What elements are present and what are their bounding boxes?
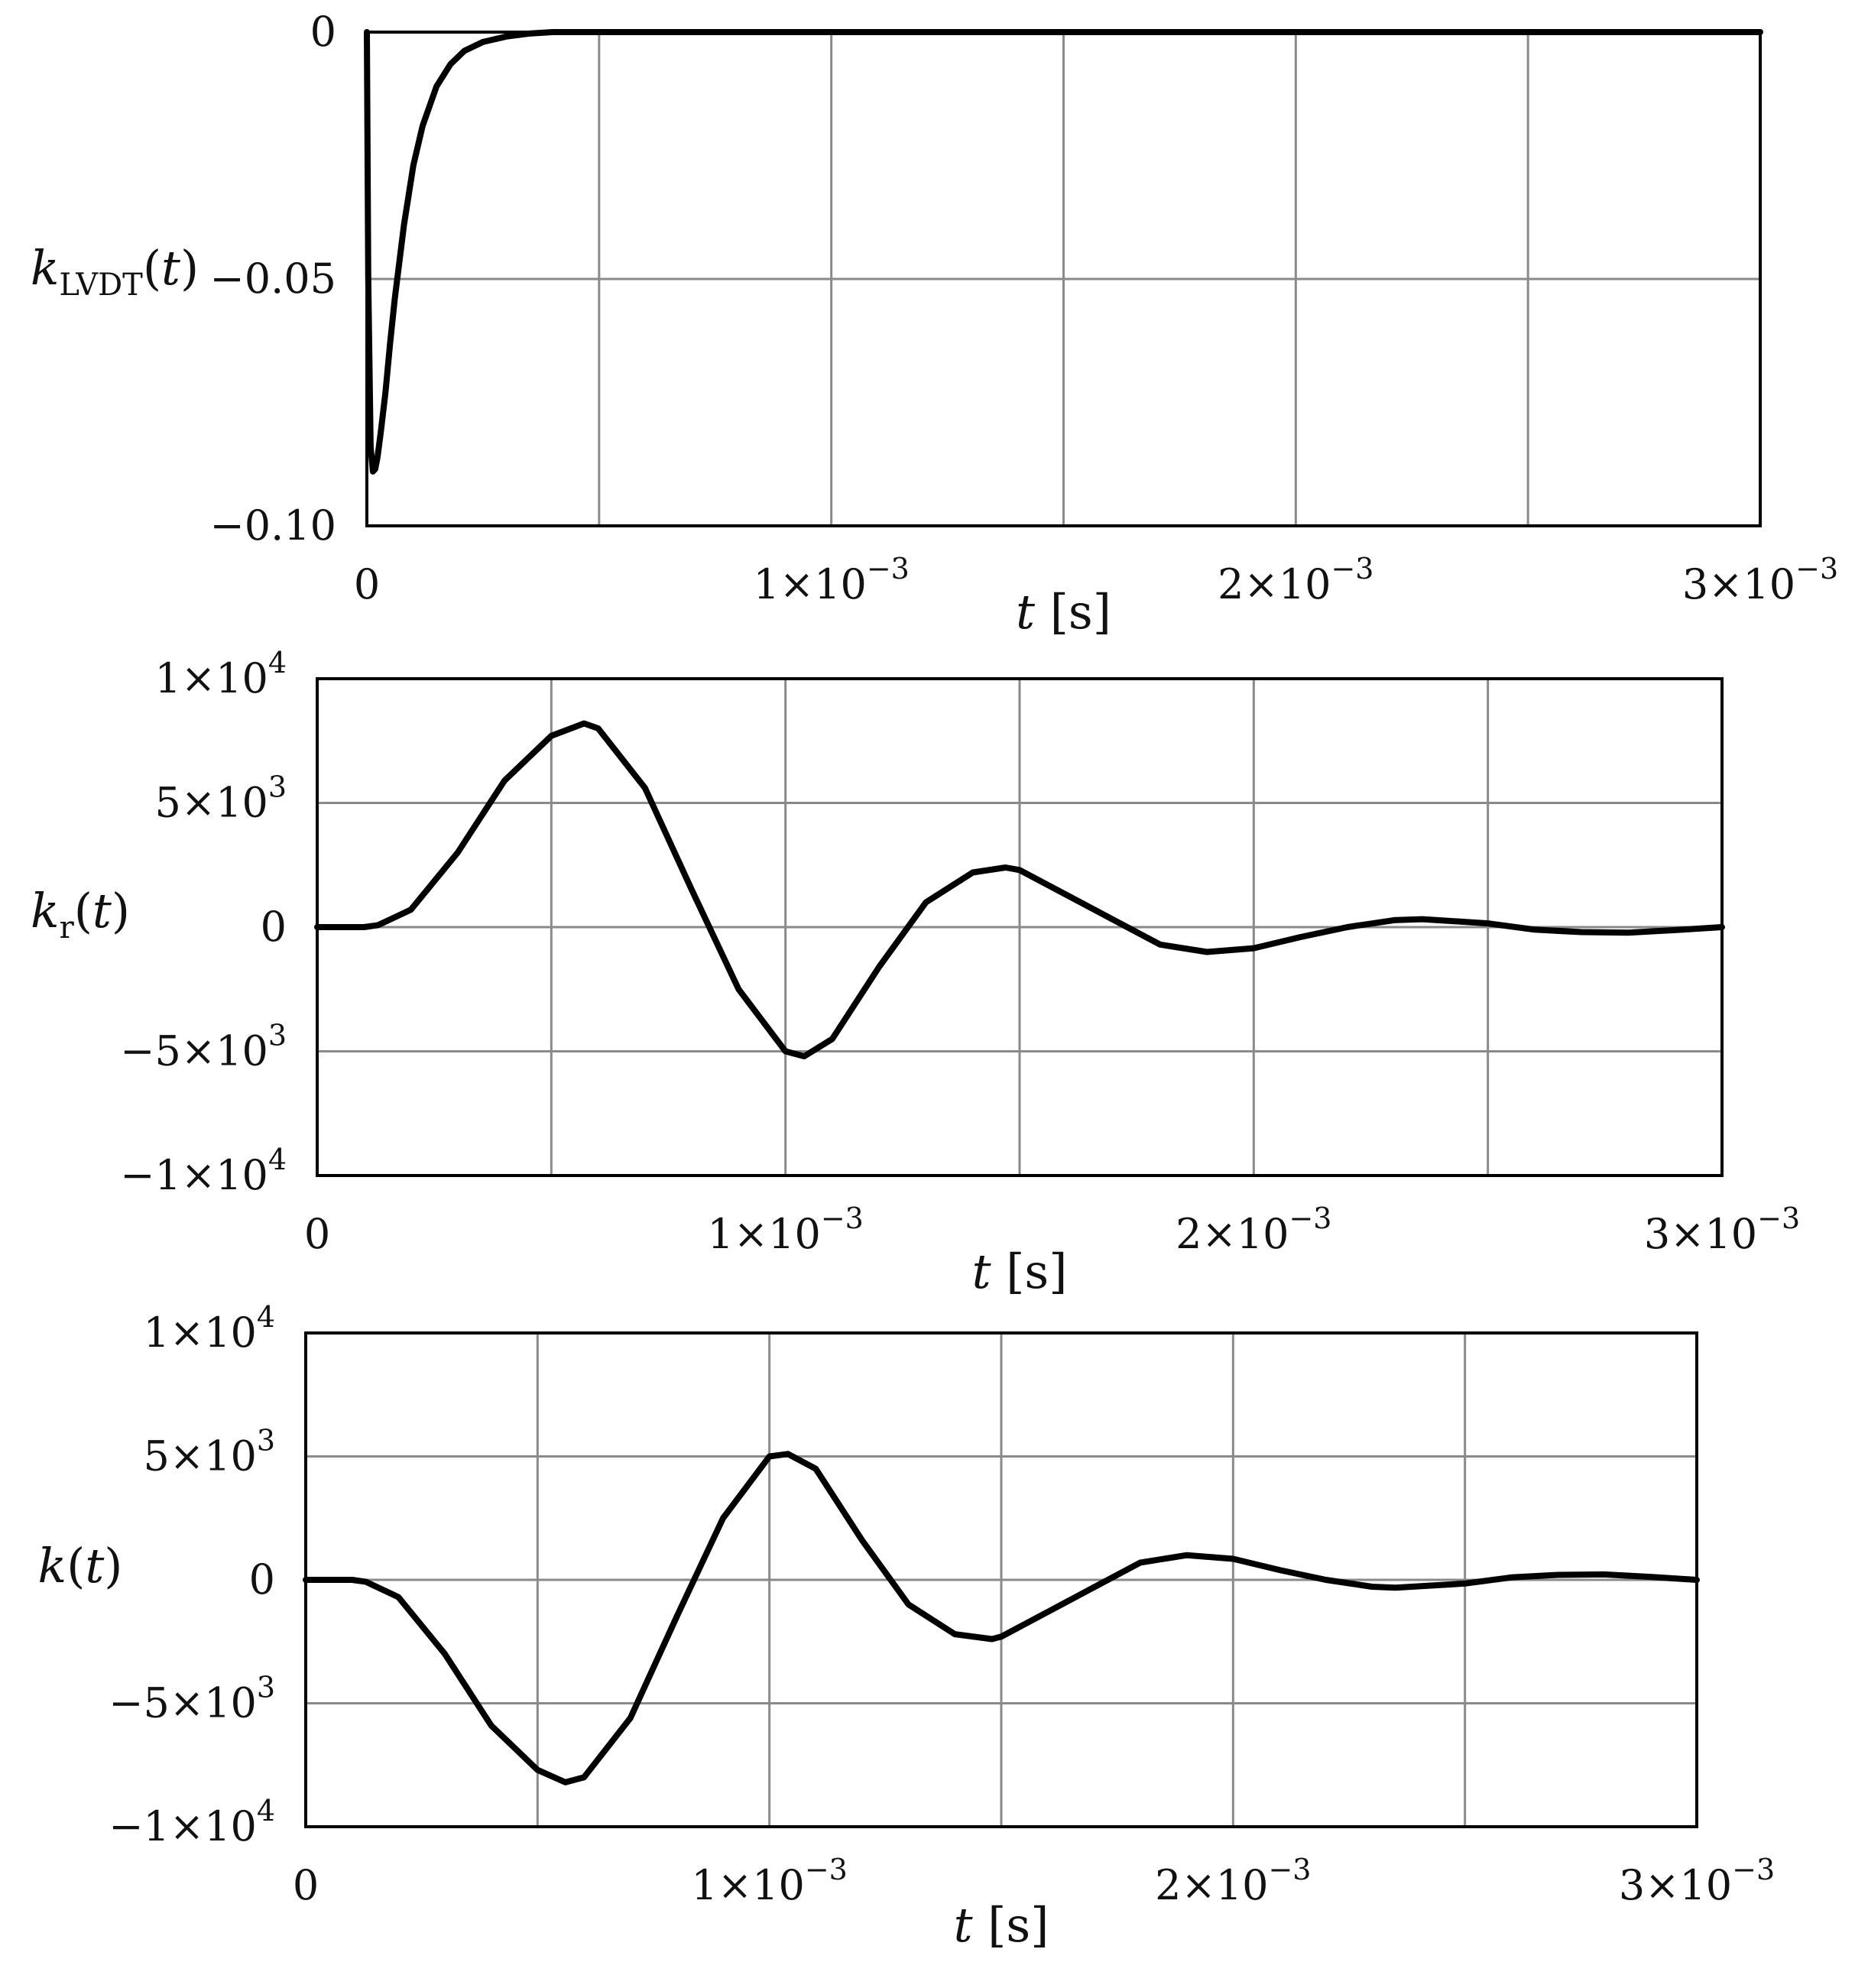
y-tick-label: 0: [310, 8, 336, 56]
series-line-1: [364, 29, 1763, 475]
x-tick-label: 1×10−3: [691, 1853, 847, 1909]
y-tick-label: −1×104: [120, 1143, 287, 1199]
series-line-1: [303, 1451, 1700, 1785]
x-tick-label: 0: [354, 560, 380, 608]
x-tick-label: 1×10−3: [753, 552, 909, 608]
y-tick-label: 5×103: [154, 770, 287, 827]
y-tick-label: −5×103: [109, 1671, 275, 1727]
y-axis-label: kr(t): [31, 883, 130, 945]
y-axis-label: kLVDT(t): [31, 240, 199, 303]
x-tick-label: 0: [293, 1861, 319, 1909]
x-tick-label: 2×10−3: [1218, 552, 1373, 608]
y-tick-label: 0: [249, 1555, 275, 1604]
y-tick-label: 1×104: [154, 646, 287, 702]
chart-panel-2: 0 1×10−3 2×10−3 3×10−3 1×104 5×103 0 −5×103 −1×1…: [31, 646, 1800, 1299]
x-tick-label: 0: [304, 1210, 330, 1258]
y-axis-label: k(t): [38, 1538, 123, 1594]
x-axis-label: t [s]: [972, 1244, 1068, 1299]
y-tick-label: −0.05: [210, 255, 336, 303]
x-tick-label: 3×10−3: [1644, 1202, 1800, 1258]
y-tick-label: −5×103: [120, 1019, 287, 1075]
x-tick-label: 2×10−3: [1176, 1202, 1331, 1258]
chart-panel-3: 0 1×10−3 2×10−3 3×10−3 1×104 5×103 0 −5×103 −1×1…: [38, 1300, 1776, 1953]
x-tick-label: 3×10−3: [1619, 1853, 1775, 1909]
x-axis-label: t [s]: [954, 1897, 1049, 1953]
x-tick-label: 3×10−3: [1682, 552, 1838, 608]
y-tick-label: −1×104: [109, 1794, 275, 1850]
y-tick-label: 5×103: [143, 1424, 275, 1480]
x-tick-label: 1×10−3: [707, 1202, 863, 1258]
series-line-1: [314, 720, 1725, 1059]
x-tick-label: 2×10−3: [1155, 1853, 1311, 1909]
y-tick-label: 0: [261, 903, 287, 951]
chart-panel-1: 0 1×10−3 2×10−3 3×10−3 0 −0.05 −0.10 t [s] kLVDT…: [31, 8, 1838, 640]
y-tick-label: −0.10: [210, 501, 336, 550]
x-axis-label: t [s]: [1016, 584, 1111, 640]
y-tick-label: 1×104: [143, 1300, 275, 1357]
